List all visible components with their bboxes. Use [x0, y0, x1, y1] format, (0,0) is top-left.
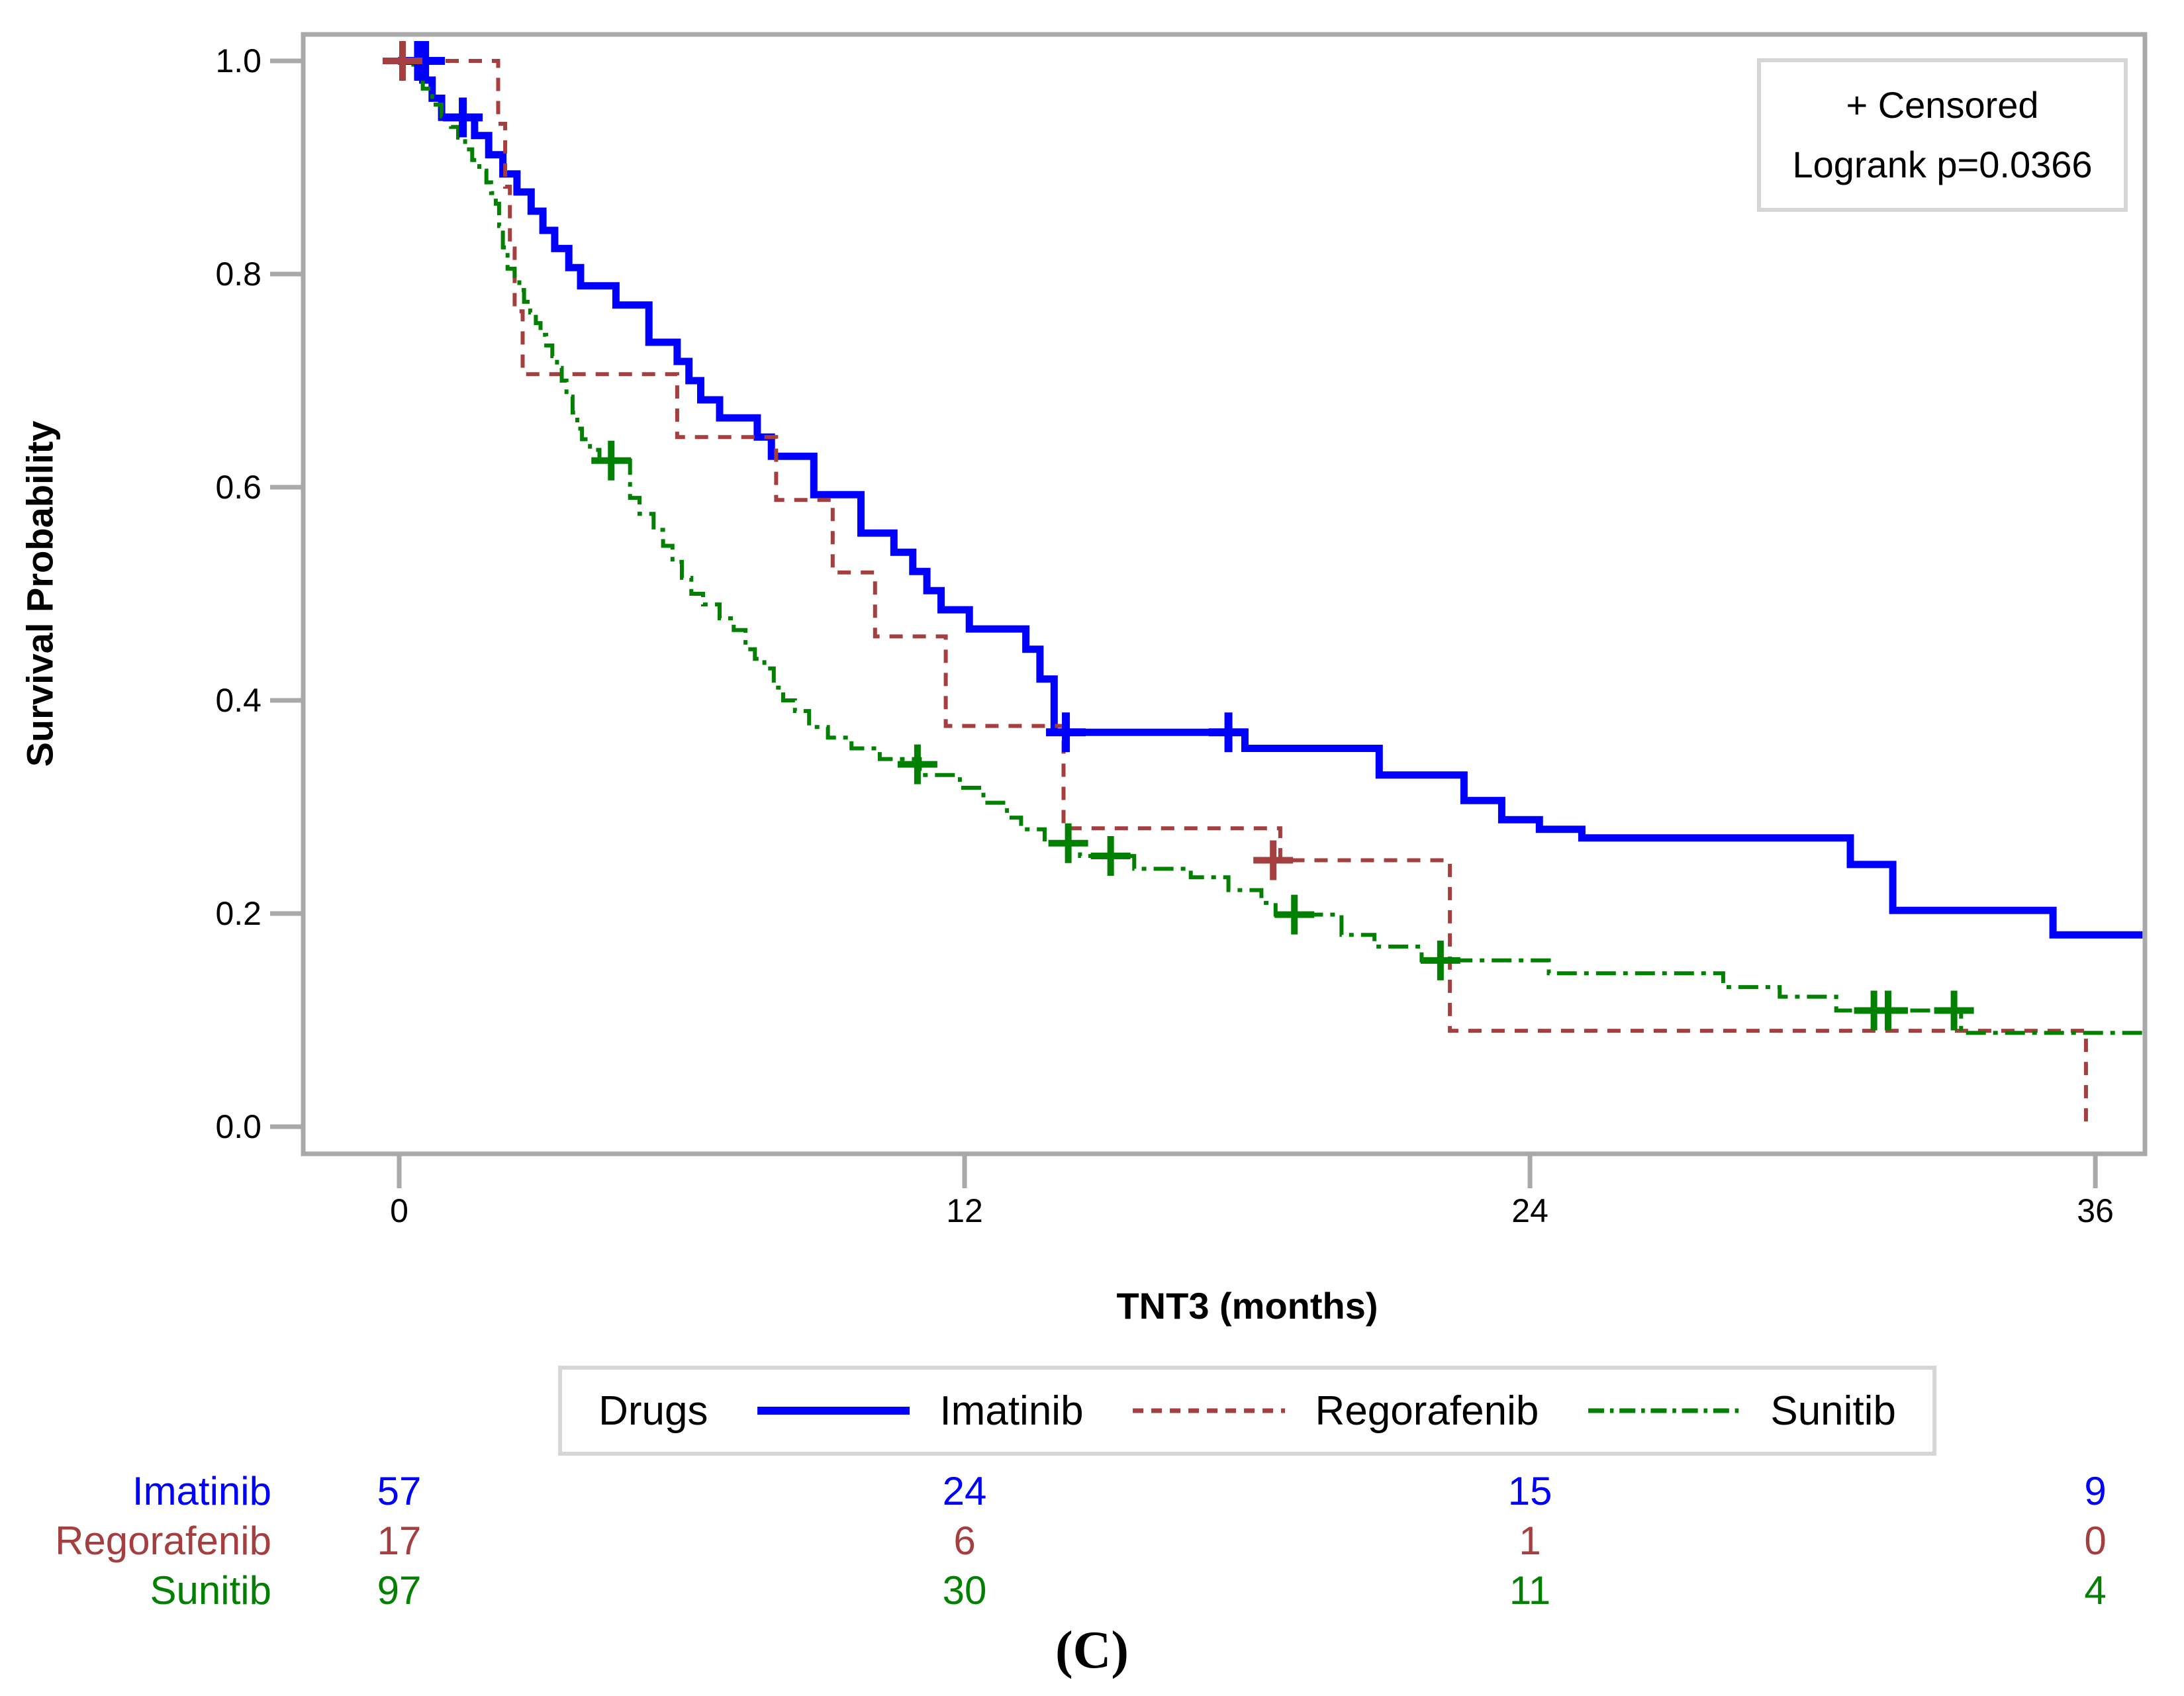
axis-tick-marks: [270, 58, 2098, 1188]
at-risk-label-regorafenib: Regorafenib: [55, 1519, 271, 1563]
survival-curves: [399, 57, 2145, 1127]
at-risk-value: 4: [2084, 1568, 2107, 1613]
drugs-legend: Drugs Imatinib Regorafenib Sunitib: [558, 1366, 1936, 1456]
at-risk-label-imatinib: Imatinib: [132, 1469, 271, 1513]
at-risk-label-sunitib: Sunitib: [150, 1568, 271, 1613]
censor-plus-regorafenib: [1253, 840, 1294, 880]
x-tick-label: 12: [946, 1192, 983, 1229]
censor-plus-sunitib: [1934, 990, 1974, 1031]
km-curve-imatinib: [399, 57, 2143, 939]
censor-plus-sunitib: [1048, 823, 1088, 863]
legend-label-imatinib: Imatinib: [939, 1388, 1084, 1434]
y-tick-label: 0.0: [215, 1108, 261, 1145]
legend-item-imatinib: Imatinib: [754, 1388, 1084, 1435]
legend-line-sample-sunitib: [1588, 1408, 1741, 1413]
y-tick-label: 0.6: [215, 469, 261, 506]
figure-caption: (C): [1055, 1621, 1129, 1679]
legend-line-sample-imatinib: [757, 1407, 910, 1415]
at-risk-value: 11: [1509, 1568, 1551, 1613]
at-risk-value: 1: [1519, 1519, 1541, 1563]
x-axis-title: TNT3 (months): [1116, 1285, 1378, 1327]
censor-plus-sunitib: [1868, 990, 1908, 1031]
at-risk-value: 0: [2084, 1519, 2107, 1563]
at-risk-row-imatinib: Imatinib 57 24 15 9: [0, 1468, 2184, 1515]
censor-plus-sunitib: [897, 744, 937, 784]
x-tick-label: 0: [390, 1192, 408, 1229]
x-tick-label: 24: [1511, 1192, 1548, 1229]
at-risk-value: 17: [377, 1519, 422, 1563]
at-risk-value: 9: [2084, 1469, 2107, 1513]
y-tick-label: 0.2: [215, 895, 261, 932]
km-curve-sunitib: [399, 59, 2145, 1035]
censor-plus-regorafenib: [382, 41, 422, 81]
at-risk-value: 30: [942, 1568, 987, 1613]
at-risk-value: 6: [953, 1519, 976, 1563]
legend-items: Imatinib Regorafenib Sunitib: [754, 1388, 1896, 1435]
legend-item-sunitib: Sunitib: [1585, 1388, 1896, 1435]
at-risk-value: 15: [1507, 1469, 1552, 1513]
at-risk-row-regorafenib: Regorafenib 17 6 1 0: [0, 1517, 2184, 1565]
legend-title: Drugs: [598, 1388, 708, 1434]
at-risk-value: 97: [377, 1568, 422, 1613]
at-risk-row-sunitib: Sunitib 97 30 11 4: [0, 1567, 2184, 1615]
y-tick-label: 0.8: [215, 256, 261, 293]
censor-plus-sunitib: [591, 440, 632, 481]
y-tick-label: 1.0: [215, 42, 261, 79]
plot-frame: [301, 32, 2148, 1156]
km-curve-regorafenib: [399, 59, 2089, 1127]
censor-plus-imatinib: [443, 97, 483, 138]
legend-item-regorafenib: Regorafenib: [1130, 1388, 1539, 1435]
y-tick-label: 0.4: [215, 682, 261, 719]
censored-logrank-inset: + Censored Logrank p=0.0366: [1757, 58, 2128, 212]
censored-note: + Censored: [1846, 84, 2039, 126]
censor-plus-imatinib: [1046, 712, 1086, 753]
censor-plus-imatinib: [1208, 712, 1249, 753]
logrank-note: Logrank p=0.0366: [1792, 144, 2093, 185]
legend-line-sample-regorafenib: [1133, 1408, 1286, 1413]
censor-plus-sunitib: [1420, 940, 1460, 980]
legend-label-regorafenib: Regorafenib: [1315, 1388, 1539, 1434]
censor-plus-sunitib: [1090, 836, 1131, 876]
censor-marks: [382, 41, 1974, 1031]
y-axis-title: Survival Probability: [19, 420, 61, 767]
at-risk-value: 24: [942, 1469, 987, 1513]
x-tick-label: 36: [2077, 1192, 2114, 1229]
at-risk-value: 57: [377, 1469, 422, 1513]
legend-label-sunitib: Sunitib: [1770, 1388, 1896, 1434]
censor-plus-sunitib: [1274, 894, 1315, 935]
